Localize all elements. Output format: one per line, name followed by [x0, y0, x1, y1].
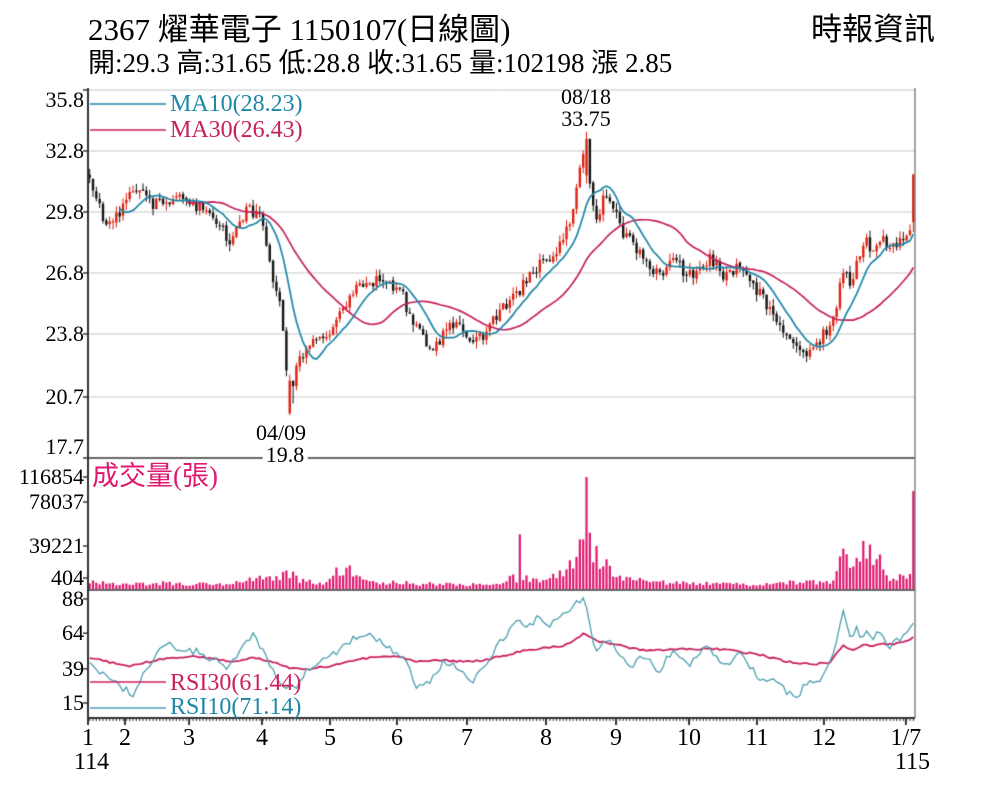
price-tick-label: 17.7: [45, 434, 85, 459]
rsi-tick-label: 64: [62, 620, 84, 646]
peak-date-annotation: 08/18: [560, 84, 612, 109]
price-tick-label: 32.8: [45, 137, 85, 163]
x-axis-month-label: 7: [461, 725, 473, 751]
rsi-tick-label: 39: [62, 655, 84, 681]
rsi30-legend-label: RSI30(61.44): [170, 670, 302, 696]
volume-tick-label: 116854: [18, 464, 84, 489]
chart-title: 2367 燿華電子 1150107(日線圖): [88, 12, 511, 47]
peak-price-annotation: 33.75: [561, 106, 611, 131]
volume-tick-label: 39221: [29, 533, 84, 558]
price-tick-label: 26.8: [45, 259, 85, 285]
volume-tick-label: 404: [51, 565, 84, 590]
price-tick-label: 20.7: [45, 383, 85, 409]
x-axis-month-label: 10: [676, 725, 701, 751]
x-axis-month-label: 9: [610, 725, 623, 751]
x-axis-month-label: 8: [539, 725, 552, 751]
x-axis-year-left-label: 114: [74, 749, 110, 775]
x-axis-month-label: 5: [323, 725, 336, 751]
price-tick-label: 29.8: [45, 198, 85, 224]
volume-panel-title: 成交量(張): [92, 461, 218, 491]
x-axis-month-label: 1: [82, 725, 94, 751]
price-tick-label: 35.8: [45, 87, 85, 112]
rsi-tick-label: 88: [62, 586, 84, 611]
rsi-tick-label: 15: [62, 690, 84, 716]
quote-line: 開:29.3 高:31.65 低:28.8 收:31.65 量:102198 漲…: [88, 48, 673, 78]
trough-date-annotation: 04/09: [255, 420, 307, 445]
x-axis-month-label: 2: [118, 725, 131, 751]
ma30-legend-label: MA30(26.43): [170, 117, 303, 143]
volume-tick-label: 78037: [29, 489, 84, 514]
x-axis-month-label: 12: [811, 725, 836, 751]
x-axis-year-right-label: 115: [894, 749, 930, 775]
x-axis-month-label: 1/7: [890, 725, 922, 751]
x-axis-month-label: 11: [745, 725, 769, 751]
rsi10-legend-label: RSI10(71.14): [170, 694, 302, 720]
trough-price-annotation: 19.8: [262, 444, 308, 466]
brand-label: 時報資訊: [811, 12, 935, 47]
x-axis-month-label: 4: [256, 725, 268, 751]
x-axis-month-label: 6: [390, 725, 403, 751]
x-axis-month-label: 3: [183, 725, 196, 751]
price-tick-label: 23.8: [45, 320, 85, 346]
ma10-legend-label: MA10(28.23): [170, 91, 303, 117]
